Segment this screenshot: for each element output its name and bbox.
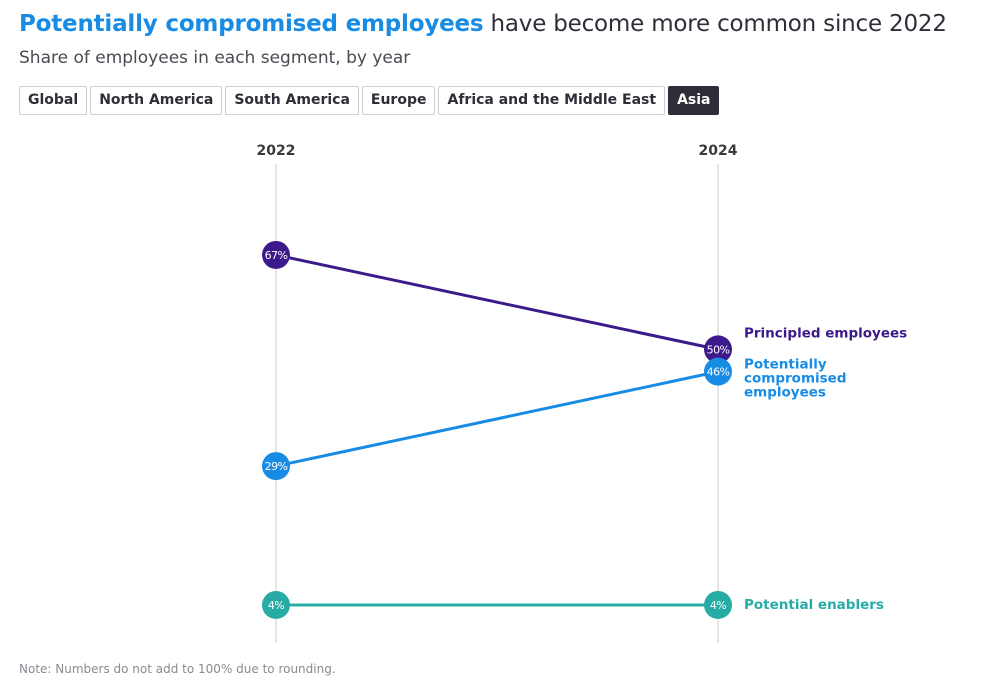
data-label-potential-enablers-2024: 4%	[710, 599, 726, 612]
data-label-principled-employees-2022: 67%	[265, 249, 288, 262]
series-label-line: Potentially	[744, 357, 827, 373]
data-label-potentially-compromised-employees-2022: 29%	[265, 460, 288, 473]
series-label-principled-employees: Principled employees	[744, 325, 907, 341]
data-label-principled-employees-2024: 50%	[707, 343, 730, 356]
data-point-principled-employees-2022	[262, 240, 290, 269]
series-label-line: Principled employees	[744, 325, 907, 341]
data-point-principled-employees-2024	[704, 335, 732, 364]
tab-south-america[interactable]: South America	[225, 86, 359, 115]
series-label-potential-enablers: Potential enablers	[744, 597, 884, 613]
page-title: Potentially compromised employees have b…	[19, 8, 947, 40]
page-subtitle: Share of employees in each segment, by y…	[19, 48, 411, 68]
footnote: Note: Numbers do not add to 100% due to …	[19, 662, 336, 676]
data-point-potentially-compromised-employees-2024	[704, 357, 732, 386]
year-label-2022: 2022	[257, 143, 296, 159]
series-label-potentially-compromised-employees: Potentially compromised employees	[744, 357, 847, 401]
title-highlight: Potentially compromised employees	[19, 11, 484, 37]
data-label-potential-enablers-2022: 4%	[268, 599, 284, 612]
title-rest: have become more common since 2022	[483, 11, 947, 37]
year-label-2024: 2024	[699, 143, 738, 159]
tab-global[interactable]: Global	[19, 86, 88, 115]
data-point-potential-enablers-2024	[704, 590, 732, 619]
series-label-line: Potential enablers	[744, 597, 884, 613]
series-label-line: compromised	[744, 371, 847, 387]
series-line-potentially-compromised-employees	[275, 370, 719, 468]
tab-asia[interactable]: Asia	[668, 86, 720, 115]
tab-africa-middle-east[interactable]: Africa and the Middle East	[438, 86, 666, 115]
tab-europe[interactable]: Europe	[361, 86, 436, 115]
series-label-line: employees	[744, 385, 826, 401]
data-point-potentially-compromised-employees-2022	[262, 452, 290, 481]
data-label-potentially-compromised-employees-2024: 46%	[707, 366, 730, 379]
series-line-principled-employees	[275, 253, 719, 351]
tab-north-america[interactable]: North America	[90, 86, 223, 115]
data-point-potential-enablers-2022	[262, 590, 290, 619]
region-tabs: Global North America South America Europ…	[19, 86, 720, 115]
